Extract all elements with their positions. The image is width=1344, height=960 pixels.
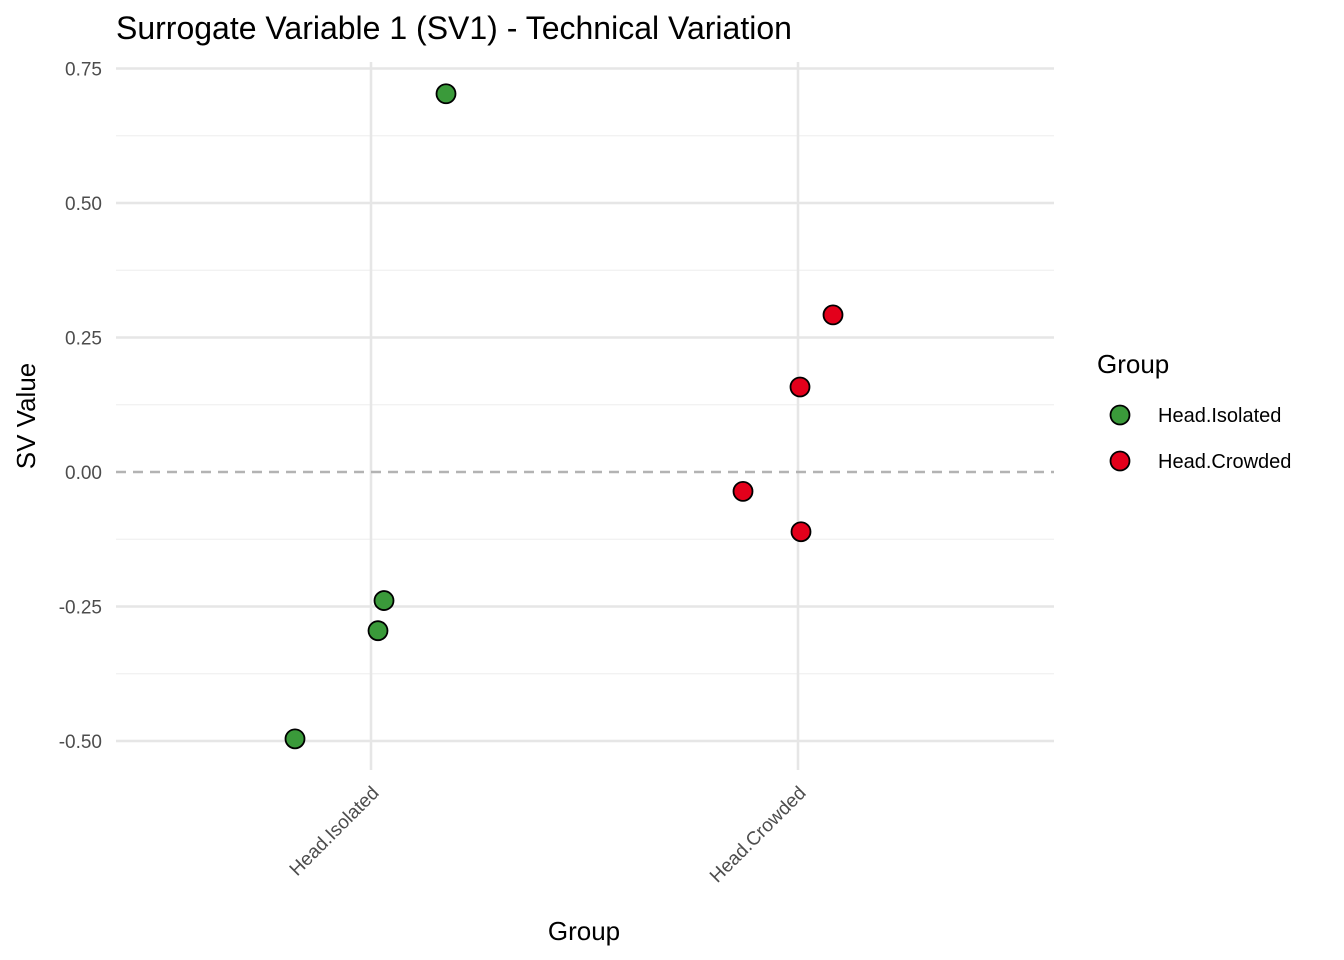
y-tick-label: 0.25 (65, 329, 102, 350)
legend-key (1109, 404, 1131, 426)
grid (116, 62, 1054, 770)
data-point-head-crowded (789, 376, 811, 398)
data-point-head-isolated (367, 620, 389, 642)
legend: Group Head.Isolated Head.Crowded (1097, 349, 1291, 473)
y-axis-ticks: 0.75 0.50 0.25 0.00 -0.25 -0.50 (59, 60, 102, 754)
y-tick-label: 0.75 (65, 60, 102, 81)
y-tick-label: 0.00 (65, 463, 102, 484)
legend-label: Head.Crowded (1158, 451, 1291, 473)
y-tick-label: -0.50 (59, 732, 102, 753)
data-point-head-crowded (822, 304, 844, 326)
x-tick-label: Head.Crowded (706, 783, 810, 887)
data-point-head-crowded (732, 480, 754, 502)
y-tick-label: -0.25 (59, 598, 102, 619)
data-point-head-isolated (435, 83, 457, 105)
x-axis-title: Group (548, 916, 620, 946)
y-tick-label: 0.50 (65, 194, 102, 215)
data-points (284, 83, 844, 750)
x-tick-label: Head.Isolated (286, 783, 384, 881)
legend-key (1109, 450, 1131, 472)
data-point-head-isolated (284, 728, 306, 750)
data-point-head-isolated (373, 590, 395, 611)
legend-title: Group (1097, 349, 1169, 379)
data-point-head-crowded (790, 521, 812, 543)
chart-title: Surrogate Variable 1 (SV1) - Technical V… (116, 10, 792, 46)
y-axis-title: SV Value (11, 363, 41, 469)
x-axis-ticks: Head.Isolated Head.Crowded (286, 783, 811, 887)
legend-label: Head.Isolated (1158, 405, 1281, 427)
